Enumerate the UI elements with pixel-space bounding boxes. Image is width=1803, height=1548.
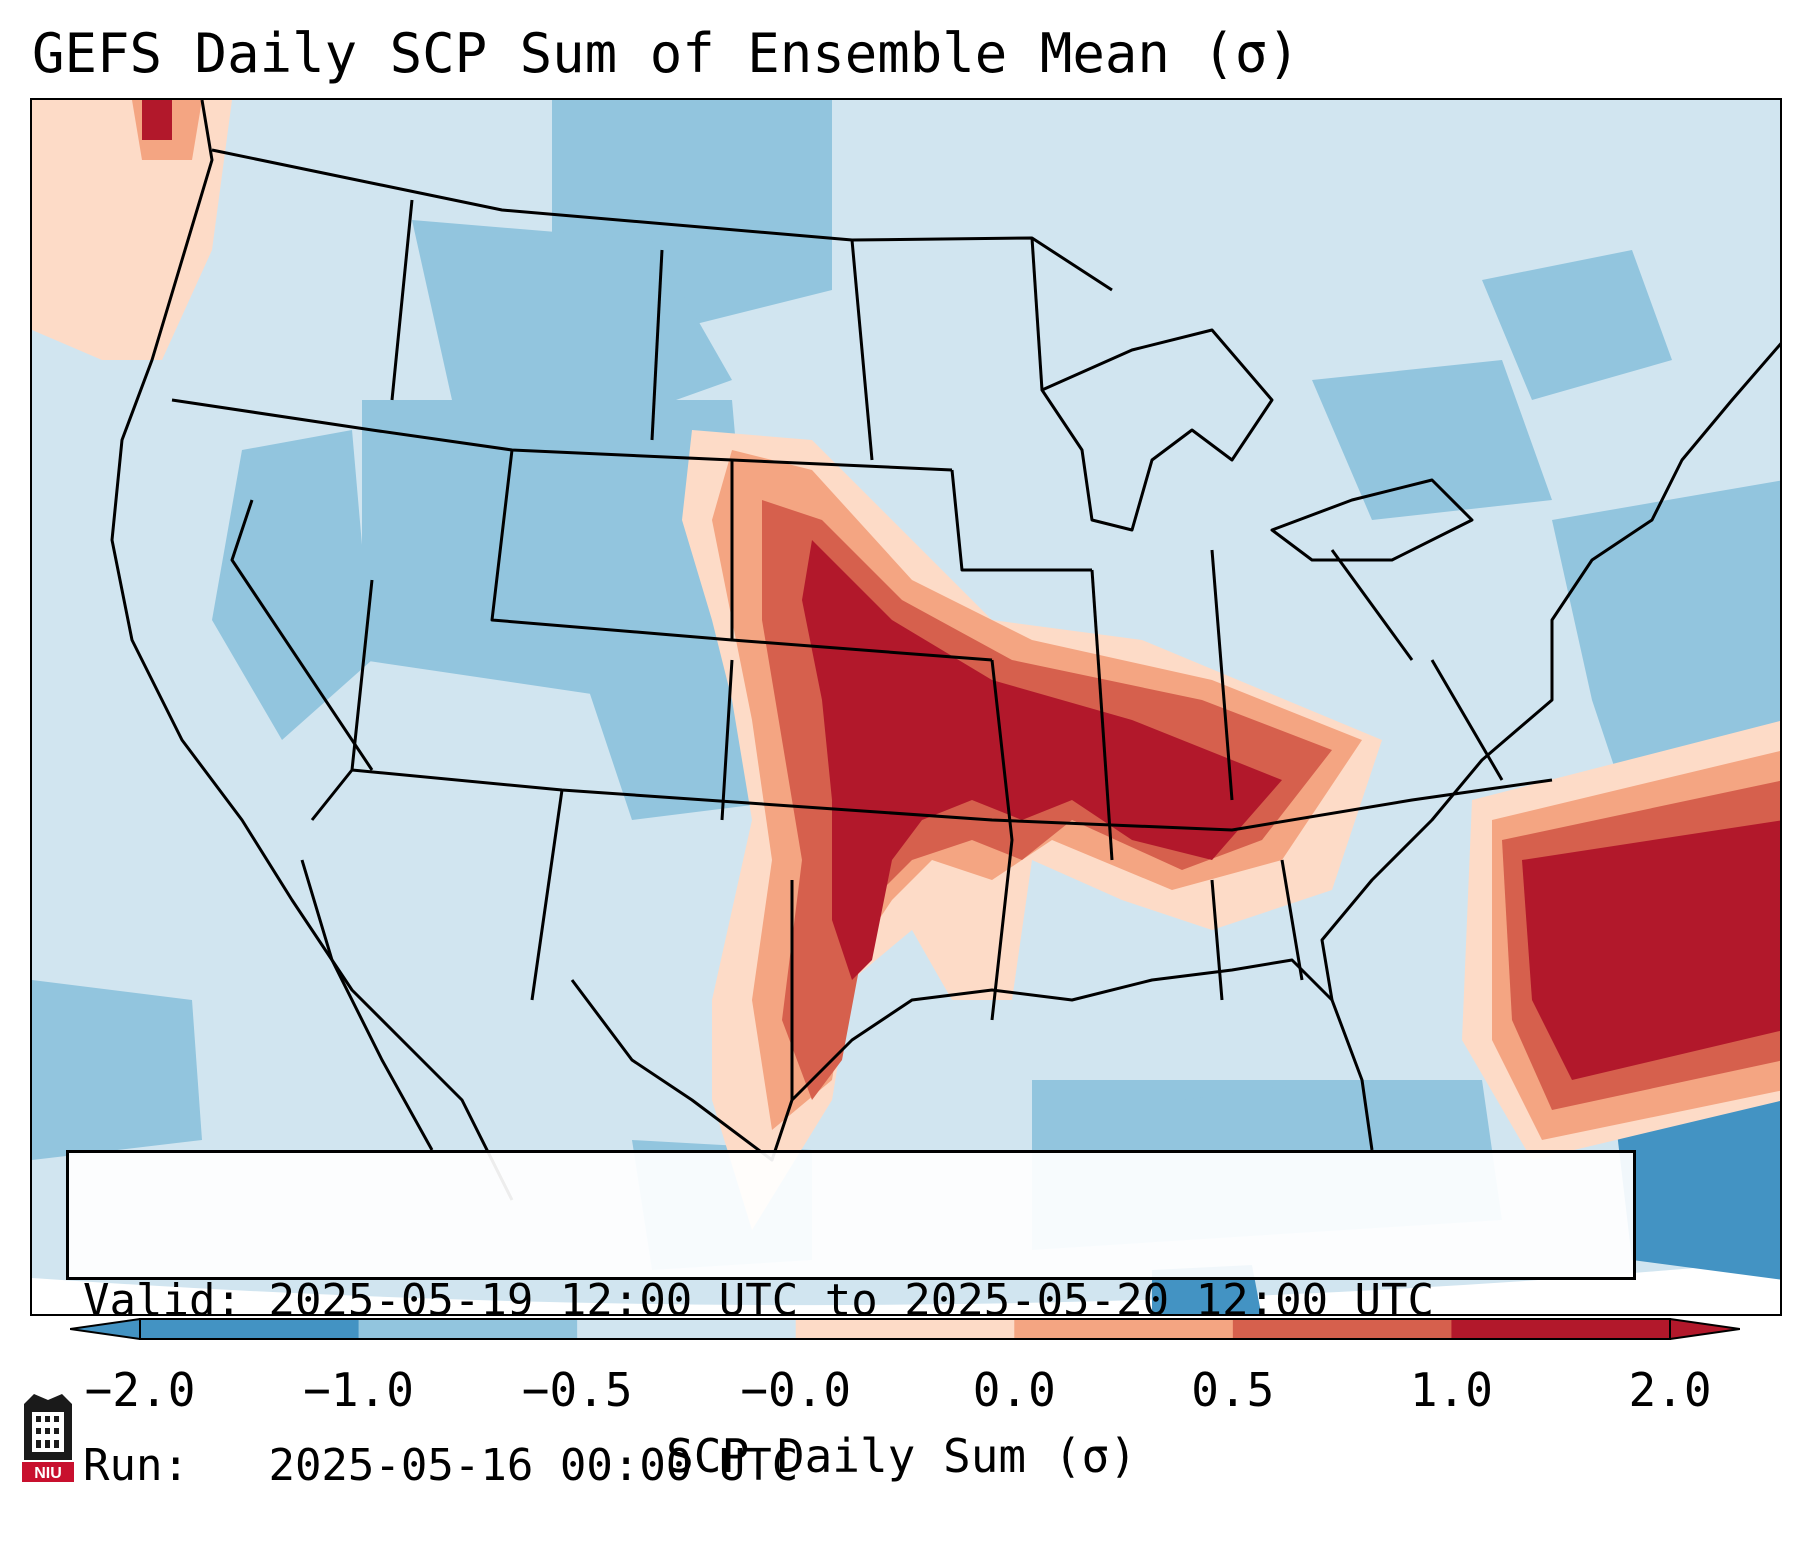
- colorbar-tick-label: 1.0: [1409, 1363, 1493, 1417]
- colorbar-tick-label: −2.0: [84, 1363, 196, 1417]
- colorbar-outline: [139, 1318, 1671, 1340]
- valid-label: Valid:: [83, 1275, 242, 1326]
- valid-run-info-box: Valid: 2025-05-19 12:00 UTC to 2025-05-2…: [66, 1150, 1636, 1491]
- colorbar-segment: [577, 1319, 797, 1339]
- colorbar-tick-label: −0.5: [521, 1363, 633, 1417]
- colorbar-segment: [1451, 1319, 1671, 1339]
- niu-logo-text: NIU: [34, 1465, 62, 1482]
- colorbar-segment: [795, 1319, 1015, 1339]
- colorbar-extend-min: [70, 1318, 141, 1340]
- colorbar: [70, 1318, 1740, 1340]
- colorbar-tick-label: −1.0: [303, 1363, 414, 1417]
- scp-field-map: [32, 100, 1780, 1314]
- colorbar-segment: [1014, 1319, 1234, 1339]
- colorbar-segment: [140, 1319, 360, 1339]
- colorbar-tick-label: 0.5: [1191, 1363, 1275, 1417]
- colorbar-segment: [358, 1319, 578, 1339]
- colorbar-tick-label: 0.0: [972, 1363, 1056, 1417]
- valid-value: 2025-05-19 12:00 UTC to 2025-05-20 12:00…: [268, 1275, 1435, 1326]
- colorbar-tick-label: 2.0: [1628, 1363, 1712, 1417]
- run-value: 2025-05-16 00:00 UTC: [268, 1440, 799, 1491]
- boundary-lines: [110, 100, 1780, 1201]
- niu-logo: NIU: [22, 1394, 74, 1482]
- run-row: Run: 2025-05-16 00:00 UTC: [83, 1438, 1619, 1493]
- map-panel[interactable]: [30, 98, 1782, 1316]
- map-title: GEFS Daily SCP Sum of Ensemble Mean (σ): [32, 22, 1300, 85]
- colorbar-segment: [1232, 1319, 1452, 1339]
- colorbar-graphic: [70, 1318, 1740, 1340]
- field-band-plus-two: [142, 100, 1780, 1080]
- colorbar-label: SCP Daily Sum (σ): [666, 1429, 1137, 1483]
- colorbar-tick-label: −0.0: [740, 1363, 852, 1417]
- projection-edge: [32, 1260, 1780, 1314]
- colorbar-extend-max: [1669, 1318, 1740, 1340]
- run-label: Run:: [83, 1440, 189, 1491]
- valid-row: Valid: 2025-05-19 12:00 UTC to 2025-05-2…: [83, 1273, 1619, 1328]
